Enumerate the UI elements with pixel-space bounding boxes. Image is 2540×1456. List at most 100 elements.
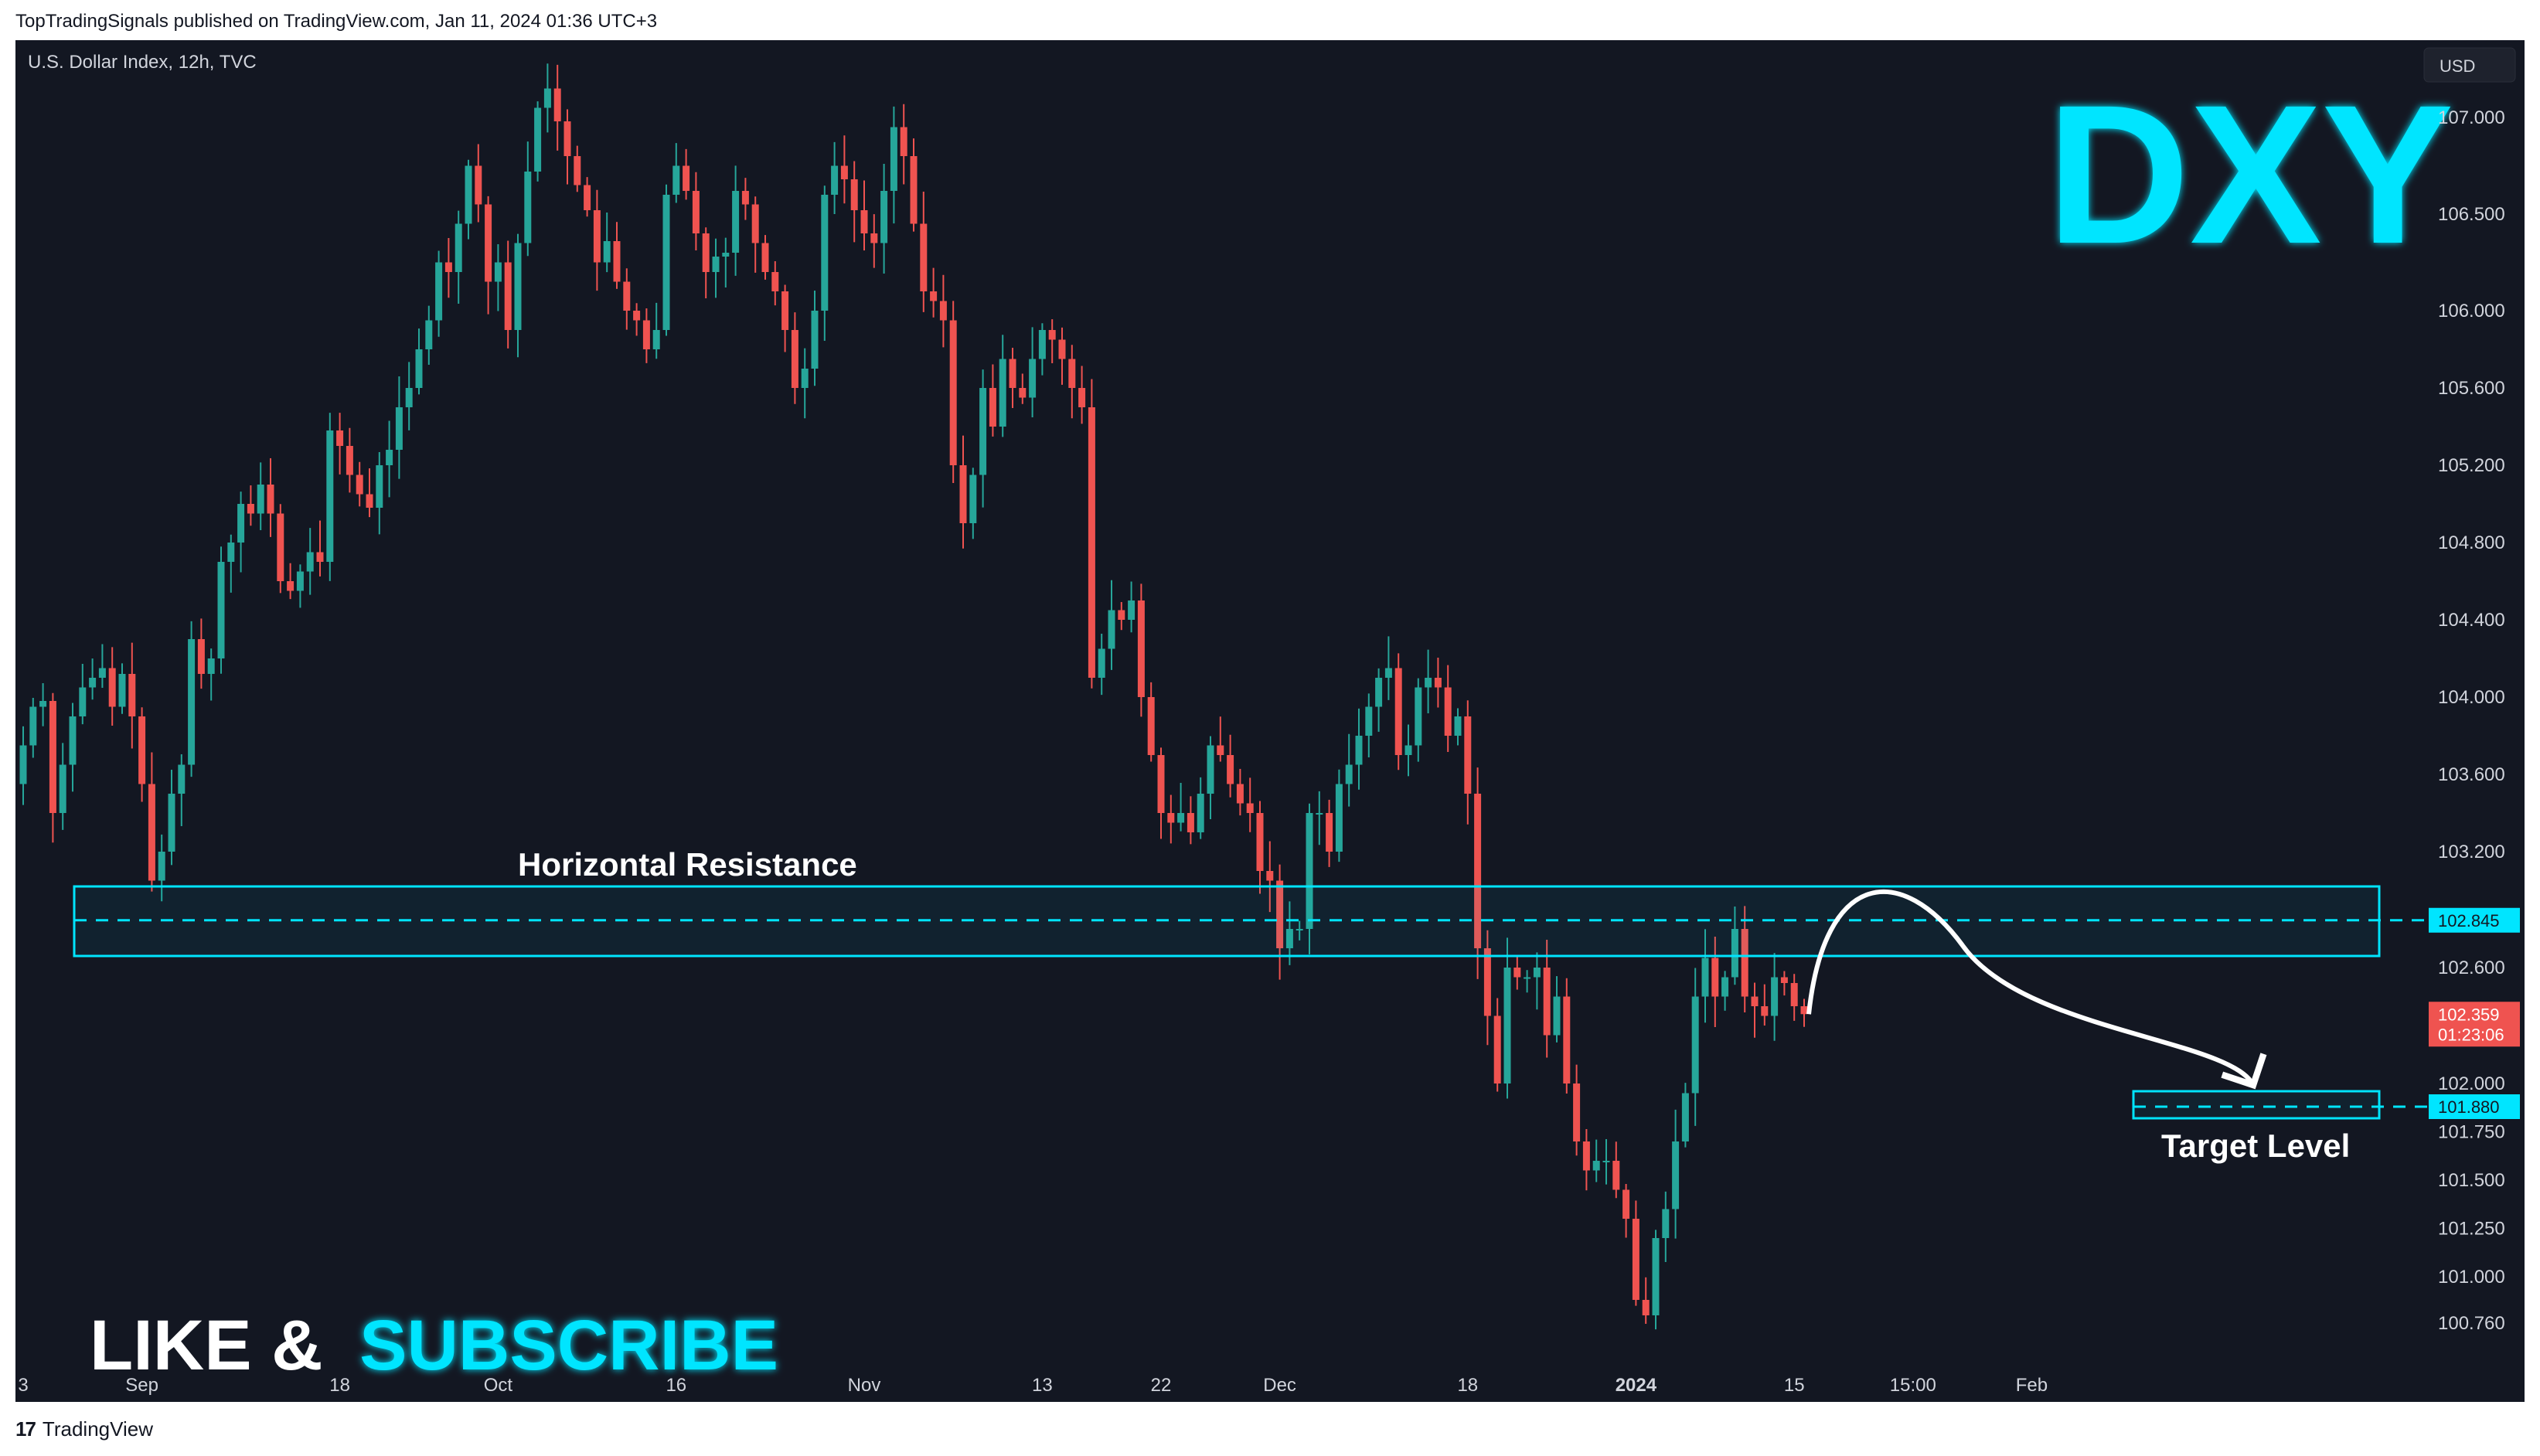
candle: [1167, 794, 1175, 844]
y-tick-label: 101.750: [2438, 1122, 2505, 1143]
candle: [930, 267, 938, 318]
y-tick-label: 107.000: [2438, 107, 2505, 128]
candle: [118, 663, 126, 714]
candle: [168, 769, 175, 866]
candle: [1296, 920, 1303, 941]
y-tick-label: 105.200: [2438, 455, 2505, 476]
candle: [1622, 1183, 1630, 1238]
candle: [1503, 937, 1511, 1099]
target-price-badge: 101.880: [2429, 1094, 2520, 1119]
currency-button[interactable]: USD: [2423, 47, 2516, 83]
x-tick-label: 15:00: [1890, 1375, 1936, 1396]
candle: [326, 413, 334, 581]
candle: [672, 143, 680, 203]
target-zone-box: [2132, 1090, 2381, 1120]
y-tick-label: 106.500: [2438, 204, 2505, 225]
candle: [662, 184, 670, 336]
candle: [128, 642, 136, 749]
candle: [1632, 1200, 1639, 1306]
candle: [642, 308, 650, 363]
candle: [1058, 327, 1066, 385]
candle: [652, 302, 660, 359]
x-tick-label: 16: [666, 1375, 686, 1396]
candle: [98, 644, 106, 689]
candle: [1266, 841, 1274, 913]
x-tick-label: 13: [1032, 1375, 1053, 1396]
candle: [69, 702, 77, 792]
candle: [494, 244, 502, 311]
candle: [959, 435, 967, 549]
candle: [395, 376, 403, 479]
candle: [613, 222, 621, 289]
candle: [1415, 678, 1422, 762]
candle: [267, 458, 274, 537]
candle: [108, 647, 116, 726]
candle: [455, 210, 462, 304]
candle: [1019, 373, 1027, 404]
candle: [1444, 665, 1452, 752]
candle: [584, 177, 591, 217]
candle: [999, 335, 1006, 437]
price-chart[interactable]: U.S. Dollar Index, 12h, TVC USD DXY Hori…: [15, 40, 2525, 1402]
candle: [811, 291, 819, 386]
y-tick-label: 100.760: [2438, 1313, 2505, 1334]
candle: [1078, 366, 1086, 424]
candle: [425, 305, 433, 366]
chart-panel[interactable]: U.S. Dollar Index, 12h, TVC USD DXY Hori…: [15, 40, 2525, 1402]
candle: [1474, 767, 1482, 979]
currency-label: USD: [2440, 56, 2475, 76]
symbol-title: U.S. Dollar Index, 12h, TVC: [28, 52, 257, 73]
candle: [563, 109, 571, 185]
target-price-text: 101.880: [2438, 1097, 2500, 1117]
candle: [1513, 954, 1521, 990]
candle: [1098, 633, 1105, 696]
candle: [761, 235, 769, 280]
y-tick-label: 105.600: [2438, 378, 2505, 399]
candle: [900, 104, 907, 185]
candle: [1128, 581, 1136, 633]
candle: [920, 191, 928, 312]
price-axis[interactable]: 107.000 106.500 106.000 105.600 105.200 104.8…: [2438, 107, 2505, 1334]
candle: [1553, 976, 1561, 1043]
last-price-text: 102.359: [2438, 1005, 2500, 1024]
candle: [1276, 864, 1284, 980]
y-tick-label: 102.600: [2438, 958, 2505, 978]
candle: [1217, 716, 1224, 762]
candle: [910, 138, 918, 232]
candle: [1524, 970, 1531, 993]
x-tick-label: 2024: [1616, 1375, 1657, 1396]
candle: [39, 682, 47, 726]
candle: [801, 348, 809, 419]
candle: [188, 621, 196, 777]
x-tick-label: Feb: [2016, 1375, 2048, 1396]
time-axis[interactable]: 3 Sep 18 Oct 16 Nov 13 22 Dec 18 2024 15 15:00 Feb: [18, 1375, 2048, 1396]
projection-arrow: [1806, 889, 2267, 1090]
candle: [939, 274, 947, 348]
candle: [1701, 929, 1709, 1023]
x-tick-label: Nov: [848, 1375, 881, 1396]
candle: [821, 185, 829, 341]
candle: [574, 145, 581, 192]
y-tick-label: 103.200: [2438, 842, 2505, 862]
candle: [1681, 1083, 1689, 1148]
candle: [623, 268, 631, 330]
candle: [336, 413, 344, 475]
candle: [475, 144, 482, 223]
candle: [880, 163, 888, 274]
candle: [296, 564, 304, 608]
candle: [29, 697, 37, 758]
candle: [1108, 580, 1115, 670]
resistance-price-text: 102.845: [2438, 911, 2500, 930]
candle: [59, 743, 66, 830]
candle: [207, 648, 215, 701]
candle: [1365, 693, 1373, 757]
resistance-label: Horizontal Resistance: [518, 846, 857, 883]
candle: [781, 284, 789, 352]
candle: [197, 618, 205, 689]
candle: [1088, 379, 1095, 689]
candle: [415, 328, 423, 395]
candle: [138, 707, 146, 802]
candle: [356, 461, 363, 507]
candle: [1404, 724, 1412, 777]
candle: [1068, 345, 1076, 419]
